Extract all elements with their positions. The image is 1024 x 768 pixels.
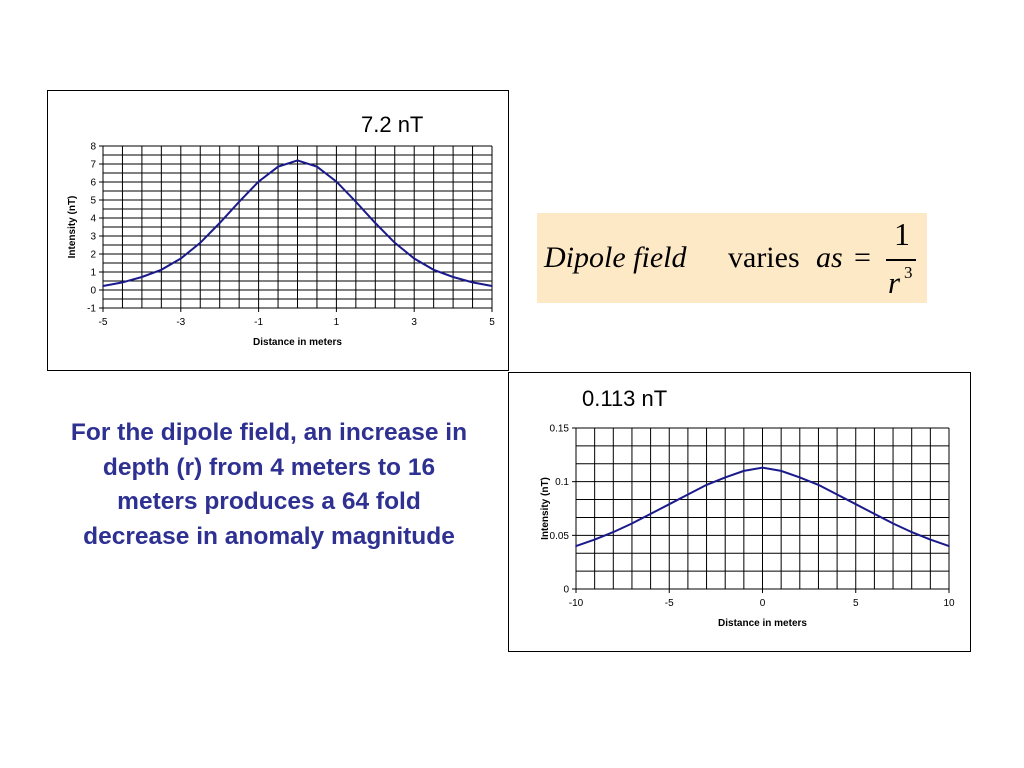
x-tick-label: -1 (254, 317, 263, 328)
data-point (413, 257, 416, 260)
data-point (873, 513, 876, 515)
data-point (948, 545, 950, 547)
data-point (799, 476, 801, 479)
y-tick-label: 0.05 (550, 531, 570, 542)
y-axis-title: Intensity (nT) (540, 477, 551, 540)
data-point (160, 269, 163, 271)
data-point (854, 503, 857, 506)
y-tick-label: 1 (90, 268, 96, 279)
data-point (355, 201, 357, 203)
data-point (277, 165, 279, 168)
y-tick-label: 6 (90, 178, 96, 189)
data-point (471, 281, 474, 284)
data-point (257, 180, 260, 183)
y-tick-label: 2 (90, 250, 96, 261)
data-point (316, 165, 318, 168)
explanation-text: For the dipole field, an increase in dep… (70, 419, 468, 550)
formula-equals: = (854, 241, 871, 274)
x-tick-label: -5 (665, 598, 674, 609)
formula-dipole-field: Dipole field (544, 241, 687, 274)
data-point (335, 180, 338, 183)
data-point (780, 470, 782, 472)
data-point (649, 513, 652, 515)
data-point (432, 269, 435, 271)
data-point (575, 545, 577, 547)
formula-varies: varies (728, 241, 800, 274)
data-point (817, 484, 820, 486)
x-axis-title: Distance in meters (253, 337, 342, 348)
data-point (929, 538, 932, 541)
y-tick-label: 0 (563, 585, 569, 596)
data-point (393, 242, 396, 244)
data-point (491, 285, 493, 287)
x-tick-label: 0 (760, 598, 766, 609)
y-tick-label: 8 (90, 142, 96, 153)
data-point (374, 222, 377, 224)
x-tick-label: -10 (569, 598, 584, 609)
data-point (687, 493, 689, 496)
x-tick-label: 3 (411, 317, 417, 328)
data-point (743, 470, 745, 472)
y-tick-label: 7 (90, 160, 96, 171)
data-point (452, 276, 454, 278)
x-tick-label: 5 (853, 598, 859, 609)
data-point (121, 281, 124, 284)
peak-annotation: 7.2 nT (361, 112, 424, 137)
fraction-bar (886, 259, 916, 261)
y-tick-label: 0.1 (555, 477, 569, 488)
data-point (836, 493, 838, 496)
y-tick-label: 0 (90, 286, 96, 297)
y-tick-label: 0.15 (550, 424, 570, 435)
data-point (612, 531, 615, 533)
x-tick-label: -5 (99, 317, 108, 328)
y-tick-label: 3 (90, 232, 96, 243)
formula-numerator: 1 (894, 216, 910, 252)
data-point (180, 257, 182, 260)
line-chart-shallow: Intensity (nT) Distance in meters 8 7 6 5 4 3… (67, 142, 495, 349)
data-point (296, 159, 299, 162)
x-tick-label: 1 (334, 317, 340, 328)
data-point (631, 522, 633, 525)
y-tick-label: -1 (87, 304, 96, 315)
y-tick-label: 5 (90, 196, 96, 207)
plot-area: 0.150.10.050-10 -5 0 5 10 (550, 424, 955, 610)
formula-as: as (816, 241, 843, 274)
chart-panel-shallow: 7.2 nT Intensity (nT) Distance in meters… (47, 90, 509, 371)
data-point (892, 522, 894, 525)
dipole-formula-box: Dipole field varies as = 1 r 3 (537, 213, 927, 303)
data-point (102, 285, 104, 287)
chart-panel-deep: 0.113 nT Intensity (nT) Distance in mete… (508, 372, 971, 652)
line-chart-deep: Intensity (nT) Distance in meters 0.150.… (540, 424, 955, 630)
data-point (668, 503, 671, 506)
data-point (761, 466, 764, 469)
x-tick-label: 5 (489, 317, 495, 328)
data-point (141, 276, 143, 278)
data-point (199, 242, 202, 244)
data-point (705, 484, 708, 486)
data-point (593, 538, 596, 541)
peak-annotation: 0.113 nT (582, 386, 668, 411)
formula-exponent: 3 (904, 263, 913, 282)
data-point (218, 222, 221, 224)
y-axis-title: Intensity (nT) (67, 196, 78, 259)
data-point (910, 531, 913, 533)
x-tick-label: -3 (176, 317, 185, 328)
data-point (238, 201, 240, 203)
y-tick-label: 4 (90, 214, 96, 225)
formula-denominator: r (888, 265, 901, 300)
data-point (724, 476, 726, 479)
x-tick-label: 10 (943, 598, 955, 609)
x-axis-title: Distance in meters (718, 618, 807, 629)
